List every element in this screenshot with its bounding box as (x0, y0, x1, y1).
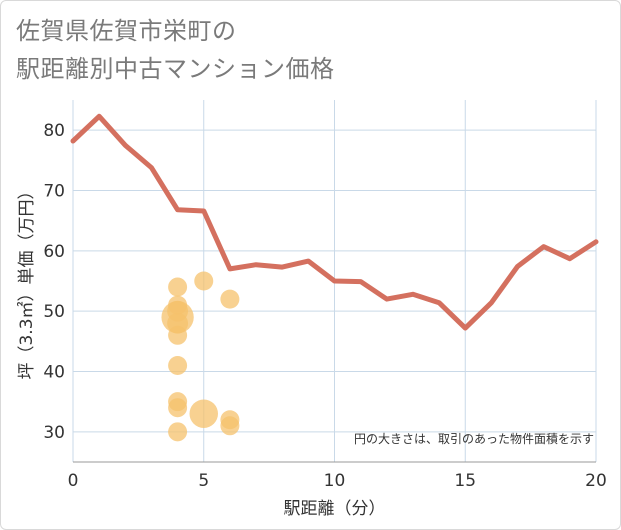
x-tick-label: 0 (68, 471, 79, 491)
bubble-point (168, 277, 188, 297)
y-tick-label: 70 (43, 182, 65, 202)
average-price-line (70, 113, 599, 331)
bubble-point (220, 289, 240, 309)
bubble-point (168, 398, 188, 418)
y-axis-title: 坪（3.3㎡）単価（万円） (17, 182, 37, 379)
y-tick-label: 50 (43, 302, 65, 322)
y-tick-label: 80 (43, 121, 65, 141)
x-tick-label: 10 (324, 471, 346, 491)
x-tick-label: 15 (454, 471, 476, 491)
y-tick-label: 60 (43, 242, 65, 262)
x-tick-label: 5 (198, 471, 209, 491)
line-layer (70, 113, 599, 331)
title-line-1: 佐賀県佐賀市栄町の (16, 17, 237, 45)
bubble-point (189, 399, 218, 428)
bubble-point (194, 271, 214, 291)
bubble-size-note: 円の大きさは、取引のあった物件面積を示す (354, 431, 594, 446)
x-axis-title: 駅距離（分） (284, 499, 386, 519)
tick-layer: 0 5 10 15 20 30 40 50 60 70 80 (43, 121, 606, 491)
x-tick-label: 20 (585, 471, 607, 491)
page-title: 佐賀県佐賀市栄町の 駅距離別中古マンション価格 (16, 12, 335, 88)
bubble-layer (161, 271, 240, 442)
bubble-point (220, 416, 240, 436)
y-tick-label: 40 (43, 363, 65, 383)
bubble-point (168, 325, 188, 345)
title-line-2: 駅距離別中古マンション価格 (16, 55, 335, 83)
bubble-point (168, 355, 188, 375)
bubble-point (168, 422, 188, 442)
y-tick-label: 30 (43, 423, 65, 443)
